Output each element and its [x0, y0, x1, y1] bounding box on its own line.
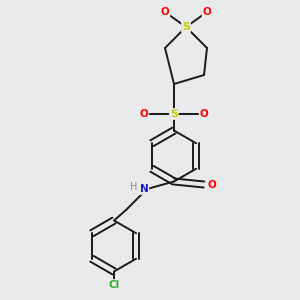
Text: Cl: Cl: [108, 280, 120, 290]
Text: O: O: [202, 7, 211, 17]
Text: S: S: [182, 22, 190, 32]
Text: O: O: [200, 109, 208, 119]
Text: O: O: [160, 7, 169, 17]
Text: O: O: [140, 109, 148, 119]
Text: H: H: [130, 182, 137, 193]
Text: O: O: [207, 179, 216, 190]
Text: S: S: [170, 109, 178, 119]
Text: N: N: [140, 184, 148, 194]
